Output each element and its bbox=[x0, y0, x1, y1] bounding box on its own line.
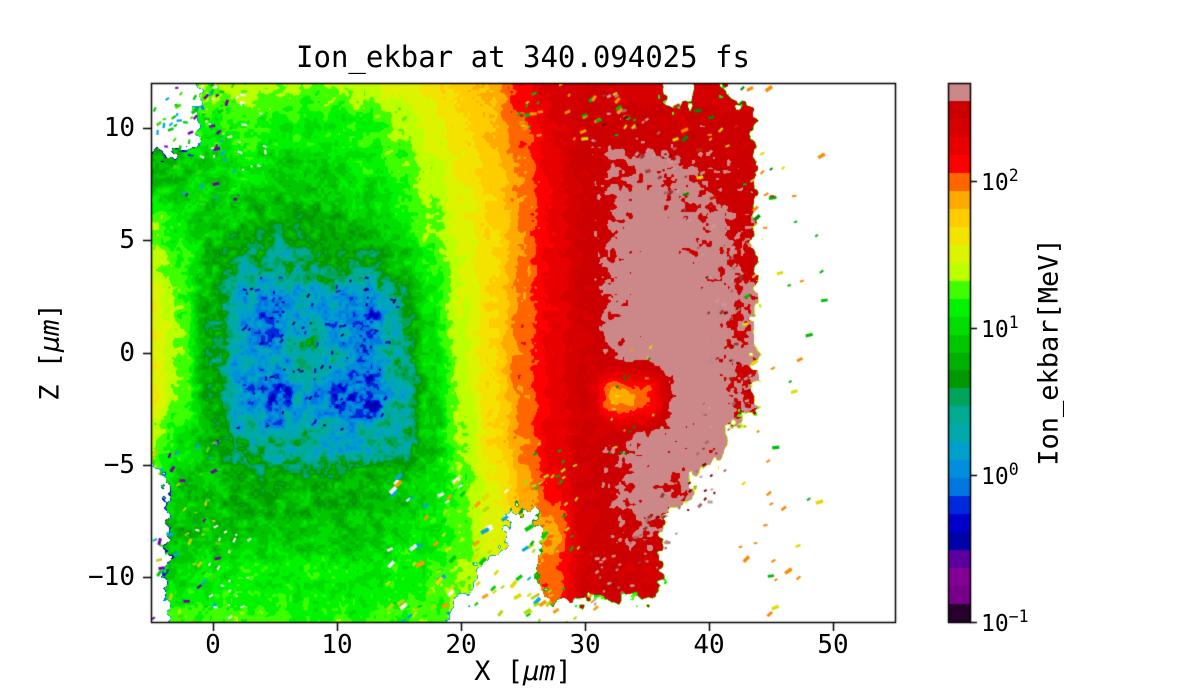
colorbar-tick-label: 100 bbox=[981, 460, 1019, 490]
colorbar-tick-label: 10−1 bbox=[981, 607, 1029, 637]
y-tick-label: 10 bbox=[103, 112, 135, 143]
y-tick-label: 0 bbox=[119, 337, 135, 368]
colorbar-label: Ion_ekbar[MeV] bbox=[1033, 238, 1065, 466]
x-tick-label: 50 bbox=[817, 630, 849, 660]
y-tick-label: −10 bbox=[88, 562, 135, 593]
x-tick-label: 20 bbox=[445, 630, 477, 660]
x-tick-label: 0 bbox=[205, 630, 221, 660]
y-tick-label: −5 bbox=[103, 449, 135, 480]
x-tick-label: 40 bbox=[693, 630, 725, 660]
y-tick-label: 5 bbox=[119, 225, 135, 256]
colorbar-tick-label: 102 bbox=[981, 166, 1019, 196]
x-tick-label: 30 bbox=[569, 630, 601, 660]
x-tick-label: 10 bbox=[321, 630, 353, 660]
x-axis-label: X [μm] bbox=[474, 656, 572, 687]
colorbar-tick-label: 101 bbox=[981, 313, 1019, 343]
plot-title: Ion_ekbar at 340.094025 fs bbox=[296, 40, 750, 74]
